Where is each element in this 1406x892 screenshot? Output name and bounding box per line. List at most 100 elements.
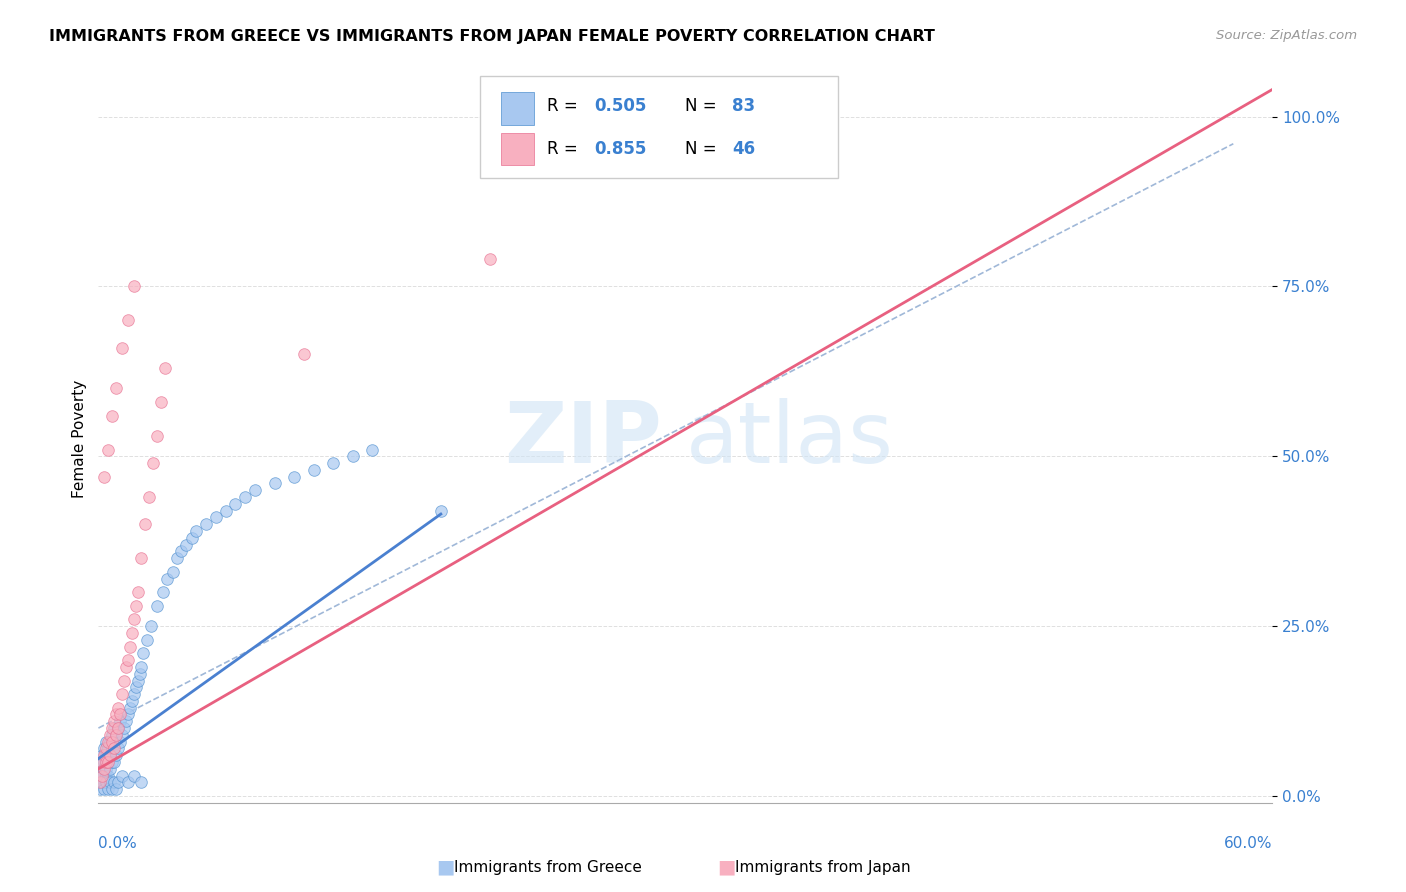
Point	[103, 755, 125, 769]
Point	[91, 755, 114, 769]
Point	[98, 775, 121, 789]
Point	[105, 782, 128, 797]
Point	[97, 734, 120, 748]
Text: R =: R =	[547, 139, 583, 158]
Point	[118, 700, 141, 714]
Point	[89, 775, 111, 789]
Text: Immigrants from Japan: Immigrants from Japan	[735, 860, 911, 874]
Point	[107, 741, 129, 756]
Point	[105, 748, 128, 763]
Text: 0.0%: 0.0%	[98, 836, 138, 850]
Point	[98, 762, 121, 776]
Point	[112, 673, 135, 688]
Point	[93, 755, 115, 769]
Text: Immigrants from Greece: Immigrants from Greece	[454, 860, 643, 874]
Point	[114, 714, 136, 729]
Point	[103, 734, 125, 748]
Point	[96, 775, 118, 789]
Point	[107, 721, 129, 735]
Point	[128, 666, 150, 681]
Point	[142, 456, 165, 470]
Point	[195, 517, 218, 532]
Point	[134, 517, 156, 532]
Text: 0.855: 0.855	[593, 139, 647, 158]
Point	[150, 395, 173, 409]
Point	[93, 748, 115, 763]
Y-axis label: Female Poverty: Female Poverty	[72, 380, 87, 499]
Point	[96, 762, 118, 776]
Point	[152, 585, 174, 599]
Point	[101, 741, 124, 756]
Point	[103, 721, 125, 735]
Point	[98, 734, 121, 748]
Point	[283, 469, 305, 483]
Point	[93, 775, 115, 789]
Point	[131, 660, 153, 674]
Point	[98, 728, 121, 742]
Point	[122, 769, 145, 783]
Text: 0.505: 0.505	[593, 97, 647, 115]
Point	[124, 599, 146, 613]
Point	[101, 734, 124, 748]
Point	[89, 782, 111, 797]
Point	[93, 762, 115, 776]
Point	[91, 748, 114, 763]
Point	[233, 490, 256, 504]
Point	[107, 721, 129, 735]
Point	[124, 681, 146, 695]
Point	[103, 714, 125, 729]
Point	[138, 490, 160, 504]
Point	[105, 381, 128, 395]
Point	[322, 456, 344, 470]
Text: 60.0%: 60.0%	[1225, 836, 1272, 850]
Point	[141, 619, 163, 633]
Point	[478, 252, 501, 267]
Text: ZIP: ZIP	[505, 398, 662, 481]
Point	[103, 775, 125, 789]
Point	[792, 116, 814, 130]
Point	[214, 503, 236, 517]
Point	[127, 585, 149, 599]
Point	[117, 653, 139, 667]
Point	[89, 762, 111, 776]
Point	[112, 721, 135, 735]
Point	[122, 612, 145, 626]
Text: R =: R =	[547, 97, 583, 115]
Point	[292, 347, 315, 361]
Point	[93, 762, 115, 776]
Point	[342, 450, 364, 464]
Text: N =: N =	[686, 139, 723, 158]
Point	[127, 673, 149, 688]
Point	[101, 409, 124, 423]
Point	[169, 544, 191, 558]
Point	[122, 279, 145, 293]
Point	[117, 707, 139, 722]
Point	[361, 442, 384, 457]
Point	[89, 775, 111, 789]
Point	[105, 728, 128, 742]
Point	[98, 748, 121, 763]
Point	[101, 721, 124, 735]
Point	[176, 538, 198, 552]
Point	[243, 483, 266, 498]
Point	[96, 734, 118, 748]
Point	[93, 782, 115, 797]
Point	[97, 782, 120, 797]
Point	[91, 775, 114, 789]
Point	[107, 700, 129, 714]
Point	[122, 687, 145, 701]
Point	[121, 694, 143, 708]
Point	[105, 728, 128, 742]
Point	[101, 782, 124, 797]
Point	[166, 551, 188, 566]
Point	[156, 572, 179, 586]
Text: 46: 46	[733, 139, 755, 158]
Point	[121, 626, 143, 640]
Text: Source: ZipAtlas.com: Source: ZipAtlas.com	[1216, 29, 1357, 42]
Point	[91, 755, 114, 769]
Point	[205, 510, 228, 524]
Point	[131, 551, 153, 566]
Point	[97, 769, 120, 783]
Point	[263, 476, 285, 491]
Point	[146, 429, 169, 443]
